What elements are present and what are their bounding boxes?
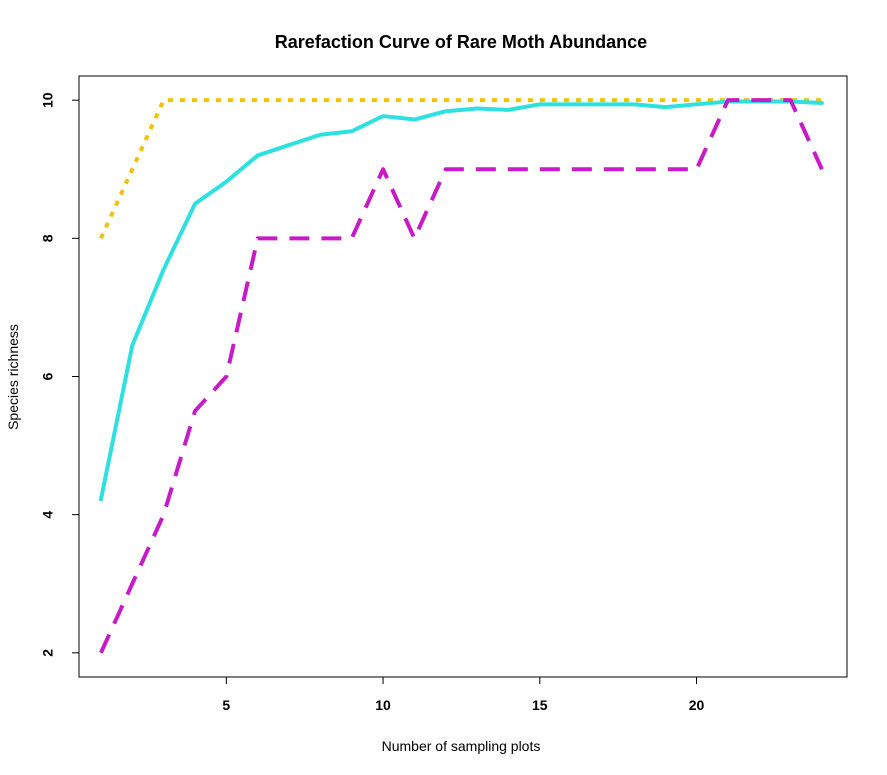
y-tick-label: 4	[40, 511, 56, 519]
y-tick-label: 8	[40, 234, 56, 242]
chart-title: Rarefaction Curve of Rare Moth Abundance	[275, 32, 647, 52]
x-axis: 5 10 15 20	[222, 676, 705, 713]
y-tick-label: 6	[40, 372, 56, 380]
y-tick-label: 2	[40, 649, 56, 657]
x-tick-label: 10	[375, 697, 391, 713]
plot-frame	[78, 75, 848, 678]
series-line-3-dashed	[99, 98, 824, 654]
x-tick-label: 15	[532, 697, 548, 713]
y-axis-label: Species richness	[5, 324, 21, 430]
series-line-2-solid	[98, 99, 824, 502]
x-axis-label: Number of sampling plots	[382, 738, 541, 754]
y-tick-label: 10	[40, 92, 56, 108]
x-tick-label: 20	[689, 697, 705, 713]
series-layer	[98, 98, 824, 654]
y-axis: 2 4 6 8 10	[40, 92, 80, 657]
x-tick-label: 5	[222, 697, 230, 713]
